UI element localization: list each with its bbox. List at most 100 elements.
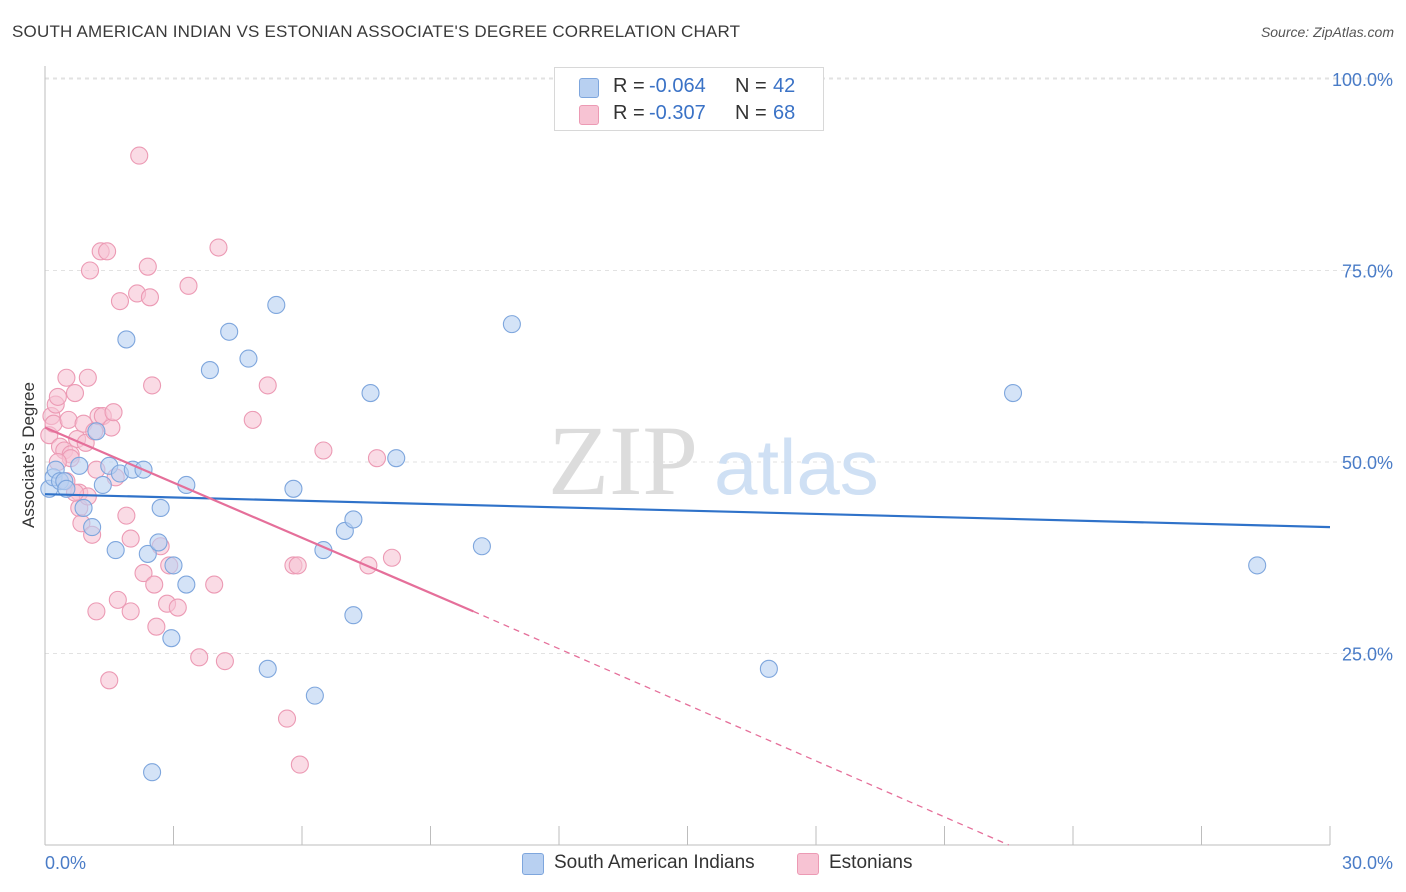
y-tick-label: 50.0%	[1342, 453, 1393, 473]
r-label: R =	[613, 75, 645, 97]
correlation-legend: R = -0.064 N = 42 R = -0.307 N = 68	[554, 67, 824, 131]
legend-row-estonians: R = -0.307 N = 68	[555, 101, 823, 127]
legend-label: South American Indians	[554, 852, 755, 873]
south-american-indian-point	[200, 361, 219, 380]
estonian-point	[168, 598, 187, 617]
axis-labels: 100.0% 75.0% 50.0% 25.0% 0.0% 30.0% Associate'…	[19, 70, 1393, 873]
south-american-indians-points	[40, 295, 1267, 782]
estonian-point	[59, 410, 78, 429]
watermark: ZIP atlas	[548, 405, 879, 516]
y-tick-label: 25.0%	[1342, 645, 1393, 665]
estonian-point	[258, 376, 277, 395]
trend-lines	[44, 426, 1331, 846]
x-tick-label: 30.0%	[1342, 853, 1393, 873]
n-value: 42	[773, 75, 796, 97]
pink-swatch-icon	[797, 853, 819, 875]
south-american-indian-point	[472, 537, 491, 556]
pink-trend-line	[44, 426, 474, 613]
south-american-indian-point	[344, 510, 363, 529]
pink-trend-extension	[473, 610, 1010, 846]
south-american-indian-point	[83, 518, 102, 537]
south-american-indian-point	[220, 322, 239, 341]
y-tick-label: 100.0%	[1332, 70, 1393, 90]
estonian-point	[117, 506, 136, 525]
y-tick-label: 75.0%	[1342, 262, 1393, 282]
axes	[44, 66, 1331, 846]
estonian-point	[179, 276, 198, 295]
south-american-indian-point	[387, 449, 406, 468]
estonian-point	[102, 418, 121, 437]
estonian-point	[108, 590, 127, 609]
south-american-indian-point	[93, 475, 112, 495]
south-american-indian-point	[305, 686, 324, 705]
estonian-point	[382, 548, 402, 567]
south-american-indian-point	[177, 575, 196, 594]
south-american-indian-point	[267, 295, 286, 315]
blue-swatch-icon	[522, 853, 544, 875]
estonian-point	[209, 238, 228, 257]
chart-title: SOUTH AMERICAN INDIAN VS ESTONIAN ASSOCI…	[12, 22, 741, 41]
estonian-point	[78, 368, 97, 387]
south-american-indian-point	[162, 629, 181, 648]
estonian-point	[80, 261, 100, 280]
south-american-indian-point	[57, 479, 76, 498]
estonian-point	[290, 755, 309, 774]
estonian-point	[130, 146, 149, 165]
legend-label: Estonians	[829, 852, 913, 873]
estonian-point	[243, 410, 262, 429]
estonian-point	[314, 441, 333, 460]
estonian-point	[134, 564, 153, 583]
estonian-point	[190, 648, 209, 667]
blue-trend-line	[44, 493, 1331, 529]
watermark-atlas: atlas	[714, 423, 879, 511]
estonians-points	[40, 146, 402, 774]
estonian-point	[140, 288, 159, 307]
south-american-indian-point	[239, 349, 258, 368]
south-american-indian-point	[106, 541, 125, 560]
estonian-point	[121, 529, 140, 548]
pink-swatch-icon	[579, 105, 599, 125]
n-label: N =	[735, 75, 767, 97]
estonian-point	[110, 292, 130, 311]
south-american-indian-point	[759, 659, 778, 678]
south-american-indian-point	[164, 556, 183, 575]
estonian-point	[98, 242, 117, 261]
r-value: -0.064	[649, 75, 706, 97]
r-value: -0.307	[649, 102, 706, 124]
n-label: N =	[735, 102, 767, 124]
south-american-indian-point	[117, 330, 136, 349]
source-label: Source: ZipAtlas.com	[1260, 24, 1394, 40]
south-american-indian-point	[70, 456, 89, 475]
estonian-point	[65, 384, 85, 403]
watermark-zip: ZIP	[548, 405, 698, 516]
estonian-point	[48, 387, 67, 406]
estonian-point	[288, 556, 307, 575]
estonian-point	[367, 449, 387, 468]
estonian-point	[87, 602, 106, 621]
south-american-indian-point	[138, 544, 157, 563]
legend-row-south-american-indians: R = -0.064 N = 42	[555, 74, 823, 100]
estonian-point	[205, 575, 224, 594]
south-american-indian-point	[502, 315, 521, 334]
south-american-indian-point	[151, 498, 170, 518]
south-american-indian-point	[284, 479, 303, 498]
r-label: R =	[613, 102, 645, 124]
estonian-point	[143, 376, 162, 395]
estonian-point	[215, 652, 234, 671]
x-tick-label: 0.0%	[45, 853, 86, 873]
south-american-indian-point	[344, 606, 363, 625]
south-american-indian-point	[87, 422, 106, 441]
estonian-point	[104, 403, 123, 422]
south-american-indian-point	[258, 659, 277, 678]
estonian-point	[145, 575, 164, 594]
south-american-indian-point	[1248, 556, 1267, 575]
south-american-indian-point	[74, 498, 93, 518]
south-american-indian-point	[1003, 384, 1023, 403]
south-american-indian-point	[149, 533, 168, 552]
y-axis-title: Associate's Degree	[19, 382, 38, 528]
blue-swatch-icon	[579, 78, 599, 98]
estonian-point	[121, 602, 140, 621]
n-value: 68	[773, 102, 796, 124]
south-american-indian-point	[143, 763, 162, 782]
